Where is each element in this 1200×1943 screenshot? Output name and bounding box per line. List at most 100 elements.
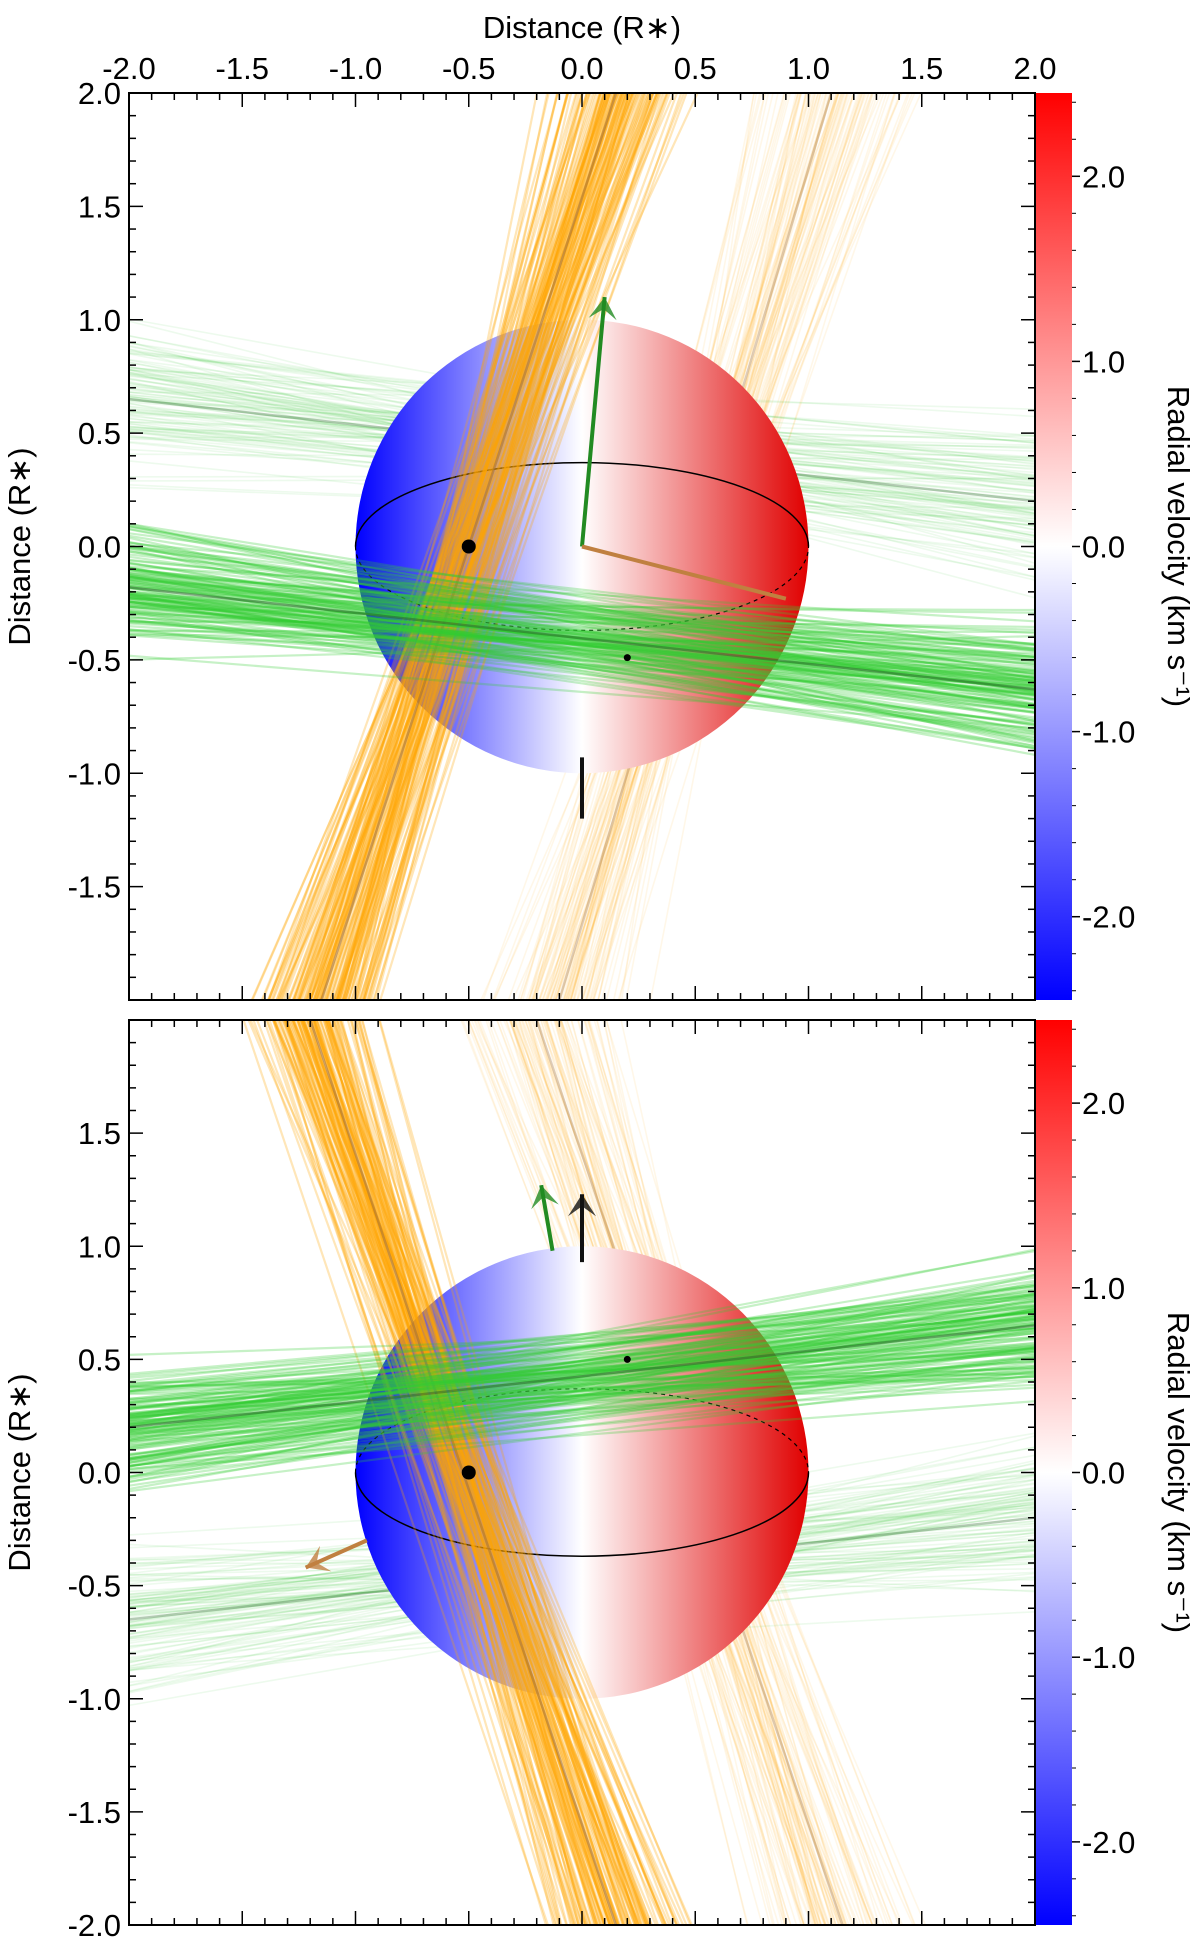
x-tick-label: 1.0 — [787, 51, 830, 86]
green-trajectory-line — [129, 1285, 1035, 1388]
green-trajectory-line — [129, 572, 1035, 650]
green-trajectory-line — [129, 1317, 1035, 1451]
green-trajectory-line — [129, 576, 1035, 661]
orange-trajectory-line — [319, 93, 669, 1000]
green-trajectory-line — [129, 1289, 1035, 1401]
green-trajectory-line — [129, 597, 1035, 697]
orange-trajectory-line — [306, 93, 578, 1000]
green-trajectory-line — [129, 586, 1035, 756]
orange-trajectory-line — [343, 93, 678, 1000]
green-trajectory-line — [129, 606, 1035, 682]
orange-trajectory-line — [296, 1020, 602, 1925]
green-trajectory-line — [129, 605, 1035, 694]
green-trajectory-line — [129, 1348, 1035, 1395]
green-trajectory-line — [129, 542, 1035, 646]
orange-trajectory-line — [295, 1020, 667, 1925]
green-trajectory-line — [129, 619, 1035, 693]
green-trajectory-line — [129, 592, 1035, 750]
green-spin-arrow-head-icon — [531, 1185, 559, 1210]
green-trajectory-line — [129, 613, 1035, 674]
orange-trajectory-line — [336, 1020, 650, 1925]
green-trajectory-line — [129, 579, 1035, 700]
green-trajectory-line — [129, 1347, 1035, 1431]
green-trajectory-line — [129, 559, 1035, 649]
green-trajectory-line — [129, 619, 1035, 709]
orange-trajectory-line — [267, 93, 591, 1000]
green-trajectory-line — [129, 1352, 1035, 1389]
orange-trajectory-line — [297, 93, 659, 1000]
orange-trajectory-line — [353, 93, 602, 1000]
green-trajectory-line — [129, 1323, 1035, 1461]
green-trajectory-line — [129, 598, 1035, 726]
y-tick-label: 1.5 — [78, 189, 121, 224]
green-trajectory-line — [129, 1299, 1035, 1420]
green-trajectory-line — [129, 1303, 1035, 1386]
green-trajectory-line — [129, 622, 1035, 678]
green-trajectory-line — [129, 596, 1035, 698]
green-trajectory-line — [129, 1310, 1035, 1420]
colorbar-tick-label: -2.0 — [1082, 900, 1135, 935]
orange-trajectory-line — [335, 1020, 626, 1925]
green-band-strong — [129, 522, 1035, 756]
orange-trajectory-line — [291, 1020, 678, 1925]
green-trajectory-line — [129, 574, 1035, 657]
green-trajectory-line — [129, 1250, 1035, 1423]
green-trajectory-line — [129, 522, 1035, 723]
orange-trajectory-line — [249, 1020, 665, 1925]
green-band-strong — [129, 1248, 1035, 1493]
green-trajectory-line — [129, 600, 1035, 736]
green-trajectory-line — [129, 570, 1035, 645]
green-trajectory-line — [129, 595, 1035, 695]
green-trajectory-line — [129, 618, 1035, 730]
green-trajectory-line — [129, 1356, 1035, 1418]
orange-trajectory-line — [250, 93, 651, 1000]
planet-marker — [623, 654, 631, 662]
y-tick-label: 1.0 — [78, 303, 121, 338]
green-trajectory-line — [129, 1307, 1035, 1481]
y-axis-label: Distance (R∗) — [2, 1373, 37, 1571]
green-trajectory-line — [129, 536, 1035, 742]
green-trajectory-line — [129, 1317, 1035, 1404]
orange-trajectory-line — [284, 1020, 620, 1925]
orange-trajectory-line — [320, 93, 570, 1000]
orange-trajectory-line — [337, 93, 625, 1000]
y-tick-label: 0.0 — [78, 1456, 121, 1491]
green-trajectory-line — [129, 1269, 1035, 1428]
orange-trajectory-line — [319, 93, 603, 1000]
orange-trajectory-line — [306, 1020, 606, 1925]
green-trajectory-line — [129, 1379, 1035, 1396]
orange-trajectory-line — [307, 93, 591, 1000]
orange-trajectory-line — [346, 1020, 608, 1925]
orange-trajectory-line — [315, 1020, 574, 1925]
green-trajectory-line — [129, 1305, 1035, 1405]
orange-trajectory-line — [303, 1020, 598, 1925]
green-trajectory-line — [129, 593, 1035, 740]
orange-trajectory-line — [309, 93, 644, 1000]
orange-trajectory-line — [262, 1020, 575, 1925]
green-trajectory-line — [129, 546, 1035, 673]
orange-trajectory-line — [251, 93, 649, 1000]
orange-trajectory-line — [309, 93, 612, 1000]
green-trajectory-line — [129, 565, 1035, 623]
green-trajectory-line — [129, 1304, 1035, 1412]
green-trajectory-line — [129, 1346, 1035, 1467]
orange-trajectory-line — [361, 93, 634, 1000]
green-trajectory-line — [129, 1295, 1035, 1429]
brown-spin-axis-line — [581, 544, 787, 601]
green-trajectory-line — [129, 1349, 1035, 1456]
green-trajectory-line — [129, 1375, 1035, 1407]
orange-trajectory-line — [324, 1020, 561, 1925]
orange-trajectory-line — [310, 1020, 653, 1925]
green-trajectory-line — [129, 590, 1035, 682]
orange-trajectory-line — [307, 1020, 606, 1925]
x-tick-label: 2.0 — [1013, 51, 1056, 86]
green-trajectory-line — [129, 541, 1035, 707]
orange-trajectory-line — [322, 93, 660, 1000]
orange-trajectory-line — [311, 1020, 591, 1925]
green-trajectory-line — [129, 1373, 1035, 1388]
orange-trajectory-line — [322, 1020, 586, 1925]
y-tick-label: 0.0 — [78, 530, 121, 565]
green-trajectory-line — [129, 1248, 1035, 1427]
green-trajectory-line — [129, 568, 1035, 659]
x-tick-label: 1.5 — [900, 51, 943, 86]
